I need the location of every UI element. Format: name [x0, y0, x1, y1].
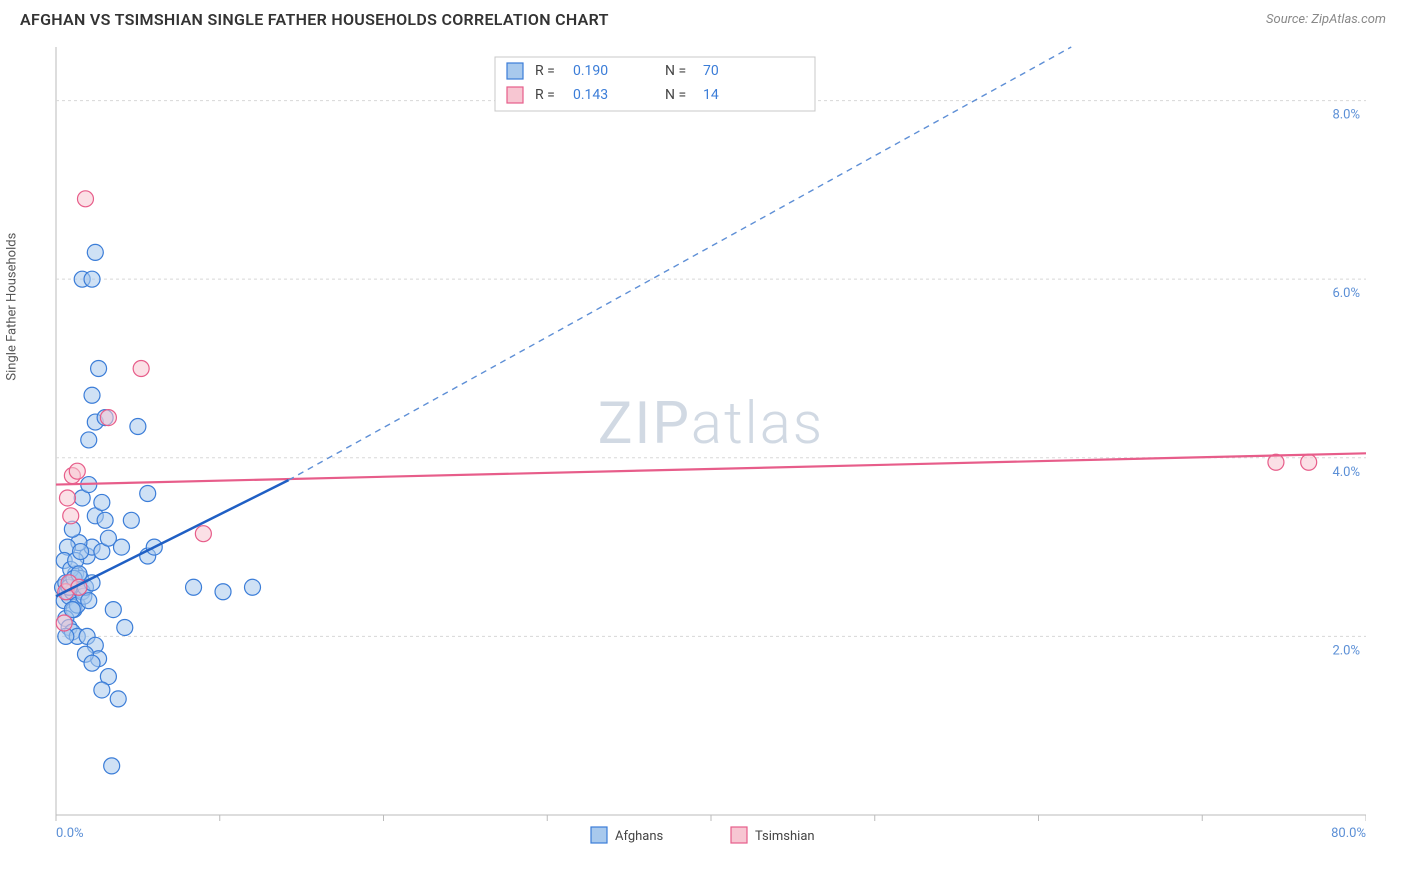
data-point [215, 584, 231, 600]
chart-area: Single Father Households 2.0%4.0%6.0%8.0… [20, 37, 1386, 857]
data-point [245, 579, 261, 595]
data-point [59, 490, 75, 506]
data-point [133, 360, 149, 376]
data-point [117, 619, 133, 635]
data-point [84, 271, 100, 287]
data-point [56, 615, 72, 631]
data-point [63, 508, 79, 524]
data-point [81, 432, 97, 448]
y-axis-label: Single Father Households [5, 233, 20, 381]
svg-text:0.190: 0.190 [573, 63, 608, 79]
data-point [91, 360, 107, 376]
legend-swatch [507, 63, 523, 79]
data-point [73, 544, 89, 560]
svg-text:0.143: 0.143 [573, 87, 608, 103]
data-point [100, 410, 116, 426]
legend-swatch [507, 87, 523, 103]
data-point [186, 579, 202, 595]
data-point [87, 244, 103, 260]
svg-text:14: 14 [703, 87, 719, 103]
svg-text:R =: R = [535, 87, 555, 103]
svg-text:80.0%: 80.0% [1331, 826, 1366, 841]
svg-text:N =: N = [665, 63, 686, 79]
chart-source: Source: ZipAtlas.com [1266, 12, 1386, 27]
svg-text:8.0%: 8.0% [1332, 108, 1360, 123]
svg-text:0.0%: 0.0% [56, 826, 84, 841]
chart-header: AFGHAN VS TSIMSHIAN SINGLE FATHER HOUSEH… [0, 0, 1406, 37]
data-point [130, 419, 146, 435]
svg-text:70: 70 [703, 63, 719, 79]
data-point [81, 593, 97, 609]
data-point [94, 494, 110, 510]
svg-text:6.0%: 6.0% [1332, 286, 1360, 301]
data-point [123, 512, 139, 528]
svg-text:2.0%: 2.0% [1332, 643, 1360, 658]
data-point [114, 539, 130, 555]
legend-swatch [591, 827, 607, 843]
svg-text:N =: N = [665, 87, 686, 103]
svg-text:ZIPatlas: ZIPatlas [598, 390, 824, 458]
data-point [1301, 454, 1317, 470]
svg-text:4.0%: 4.0% [1332, 465, 1360, 480]
data-point [94, 682, 110, 698]
data-point [195, 526, 211, 542]
data-point [69, 463, 85, 479]
chart-title: AFGHAN VS TSIMSHIAN SINGLE FATHER HOUSEH… [20, 10, 609, 29]
data-point [105, 602, 121, 618]
data-point [97, 512, 113, 528]
data-point [110, 691, 126, 707]
scatter-chart: 2.0% 4.0% 6.0% 8.0% 0.0% 80.0% ZIPatlas R = 0.19… [20, 37, 1366, 857]
data-point [77, 191, 93, 207]
data-point [84, 655, 100, 671]
data-point [104, 758, 120, 774]
legend-swatch [731, 827, 747, 843]
legend-label: Tsimshian [755, 829, 815, 844]
svg-text:R =: R = [535, 63, 555, 79]
data-point [84, 387, 100, 403]
data-point [140, 486, 156, 502]
legend-label: Afghans [615, 829, 664, 844]
